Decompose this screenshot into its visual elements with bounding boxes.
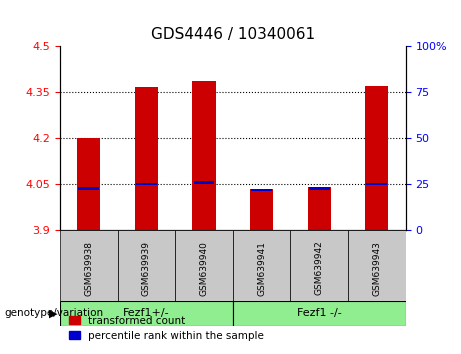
Legend: transformed count, percentile rank within the sample: transformed count, percentile rank withi…: [65, 312, 268, 345]
Bar: [308, 187, 331, 230]
Text: GSM639938: GSM639938: [84, 241, 93, 296]
Bar: [136, 183, 157, 185]
Bar: [194, 181, 214, 184]
Text: GSM639943: GSM639943: [372, 241, 381, 296]
FancyBboxPatch shape: [118, 230, 175, 301]
Bar: [77, 138, 100, 230]
Bar: [78, 188, 99, 190]
Bar: [250, 189, 273, 230]
Text: ▶: ▶: [49, 308, 57, 318]
FancyBboxPatch shape: [175, 230, 233, 301]
FancyBboxPatch shape: [348, 230, 406, 301]
FancyBboxPatch shape: [290, 230, 348, 301]
Bar: [251, 189, 272, 192]
Bar: [309, 188, 330, 190]
Text: GSM639941: GSM639941: [257, 241, 266, 296]
Text: GSM639942: GSM639942: [315, 241, 324, 296]
FancyBboxPatch shape: [233, 230, 290, 301]
Text: genotype/variation: genotype/variation: [5, 308, 104, 318]
FancyBboxPatch shape: [60, 301, 233, 326]
FancyBboxPatch shape: [233, 301, 406, 326]
Text: GSM639939: GSM639939: [142, 241, 151, 296]
Text: Fezf1 -/-: Fezf1 -/-: [297, 308, 342, 318]
Bar: [135, 87, 158, 230]
FancyBboxPatch shape: [60, 230, 118, 301]
Bar: [365, 86, 388, 230]
Bar: [366, 183, 387, 185]
Bar: [193, 81, 216, 230]
Title: GDS4446 / 10340061: GDS4446 / 10340061: [151, 27, 315, 42]
Text: GSM639940: GSM639940: [200, 241, 208, 296]
Text: Fezf1+/-: Fezf1+/-: [123, 308, 170, 318]
